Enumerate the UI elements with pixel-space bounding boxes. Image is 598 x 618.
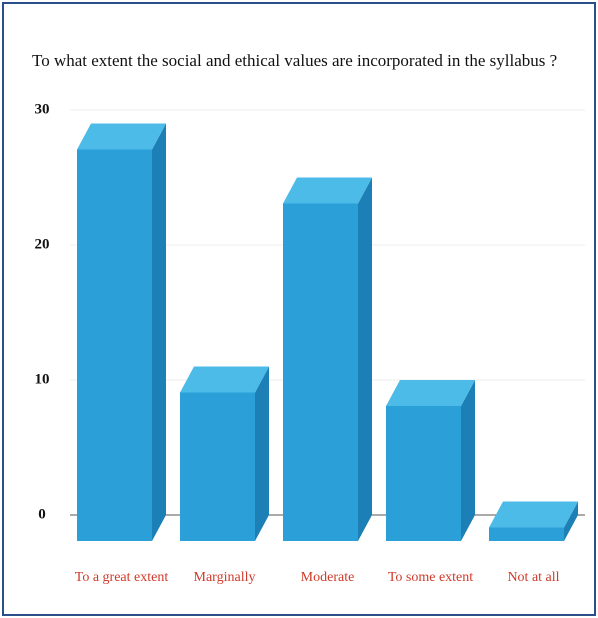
x-tick-label: To a great extent [75, 570, 169, 585]
bar [489, 527, 564, 541]
bar-top [180, 366, 269, 393]
x-tick-label: Not at all [507, 570, 559, 585]
bar-top [386, 380, 475, 406]
bar-side [358, 177, 372, 541]
y-tick-label: 30 [35, 101, 50, 117]
y-tick-label: 20 [35, 236, 50, 252]
y-tick-label: 10 [35, 371, 50, 387]
bar-side [152, 123, 166, 541]
bar-top [489, 501, 578, 528]
bar [283, 203, 358, 541]
bar [180, 392, 255, 541]
y-tick-label: 0 [38, 506, 46, 522]
bar-top [283, 177, 372, 204]
x-tick-label: To some extent [388, 570, 473, 585]
bar-top [77, 123, 166, 150]
x-tick-label: Moderate [301, 570, 355, 585]
bar [77, 149, 152, 541]
bar [386, 406, 461, 541]
bar-side [461, 380, 475, 541]
x-tick-label: Marginally [194, 570, 256, 585]
bar-side [564, 501, 578, 541]
bar-side [255, 366, 269, 541]
chart-title: To what extent the social and ethical va… [32, 51, 557, 70]
